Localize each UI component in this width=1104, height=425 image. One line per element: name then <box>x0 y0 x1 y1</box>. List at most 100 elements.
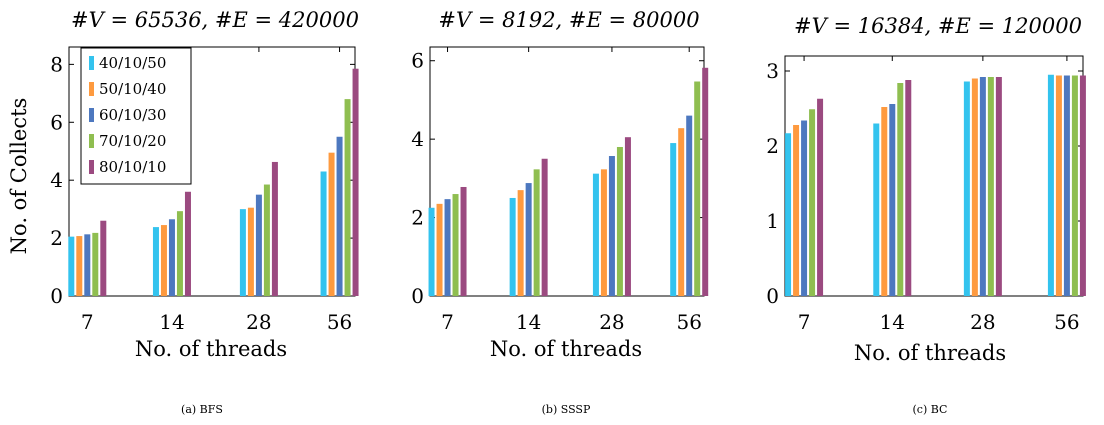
legend-swatch <box>89 160 94 174</box>
legend-box <box>80 47 192 185</box>
bar <box>271 161 278 296</box>
plot-area: 0 2 4 6 8 7 14 28 56 <box>50 46 359 334</box>
x-tick-label: 56 <box>327 310 352 334</box>
bar <box>817 98 824 296</box>
y-tick-label: 6 <box>50 110 63 134</box>
x-tick-label: 56 <box>676 310 701 334</box>
bar <box>694 81 701 297</box>
bar <box>344 99 351 297</box>
bar <box>247 207 254 296</box>
bar <box>793 125 800 296</box>
legend-swatch <box>89 82 94 96</box>
y-tick-label: 4 <box>411 127 424 151</box>
bar <box>1071 75 1078 296</box>
legend-label: 70/10/20 <box>99 132 166 150</box>
bar <box>452 194 459 296</box>
chart-panel-bc: #V = 16384, #E = 120000 0 1 2 3 7 14 28 56 No. … <box>766 14 1086 416</box>
legend-label: 60/10/30 <box>99 106 166 124</box>
bar <box>889 104 896 296</box>
bar <box>509 197 516 296</box>
bar <box>263 184 270 296</box>
bar <box>616 146 623 296</box>
legend-entry: 60/10/30 <box>89 106 166 124</box>
axis-frame <box>429 46 705 297</box>
bar <box>995 77 1002 296</box>
bar <box>68 236 75 296</box>
chart-title: #V = 16384, #E = 120000 <box>794 14 1082 38</box>
bar <box>336 136 343 296</box>
bar <box>1047 74 1054 296</box>
bar <box>873 123 880 296</box>
x-tick-label: 56 <box>1054 310 1079 334</box>
chart-panel-sssp: #V = 8192, #E = 80000 0 2 4 6 7 14 28 56 No. of… <box>411 8 709 416</box>
y-tick-label: 2 <box>766 134 779 158</box>
figure-caption: (c) BC <box>913 403 948 416</box>
y-tick-label: 6 <box>411 49 424 73</box>
bar <box>255 194 262 296</box>
bar <box>971 78 978 296</box>
bar <box>525 183 532 296</box>
bar <box>608 156 615 296</box>
bar <box>670 143 677 296</box>
bar <box>352 68 359 296</box>
legend-entry: 70/10/20 <box>89 132 166 150</box>
bar <box>428 207 435 296</box>
bar <box>686 115 693 297</box>
plot-area: 0 2 4 6 7 14 28 56 <box>411 46 709 334</box>
x-tick-label: 28 <box>599 310 624 334</box>
x-axis-label: No. of threads <box>854 341 1006 365</box>
bar <box>320 171 327 296</box>
legend-entry: 50/10/40 <box>89 80 166 98</box>
x-tick-label: 7 <box>81 310 94 334</box>
bar <box>881 107 888 296</box>
bar <box>600 169 607 296</box>
legend-label: 50/10/40 <box>99 80 166 98</box>
y-tick-label: 4 <box>50 168 63 192</box>
x-tick-label: 7 <box>798 310 811 334</box>
bar <box>176 211 183 296</box>
y-tick-label: 2 <box>411 206 424 230</box>
legend-swatch <box>89 108 94 122</box>
bar <box>624 137 631 296</box>
chart-panel-bfs: #V = 65536, #E = 420000 0 2 4 6 8 7 14 28 56 No.… <box>7 8 359 416</box>
y-tick-label: 3 <box>766 59 779 83</box>
x-tick-label: 14 <box>159 310 184 334</box>
bar <box>979 77 986 296</box>
bar <box>1063 75 1070 296</box>
bar <box>533 169 540 296</box>
bar <box>444 199 451 296</box>
legend-label: 80/10/10 <box>99 158 166 176</box>
legend: 40/10/50 50/10/40 60/10/30 70/10/20 80/1… <box>80 47 192 185</box>
bar <box>678 128 685 296</box>
x-axis-label: No. of threads <box>135 337 287 361</box>
bar <box>987 77 994 296</box>
bar <box>100 220 107 296</box>
axis-frame <box>784 55 1084 297</box>
bar <box>160 225 167 296</box>
bar <box>239 209 246 296</box>
x-axis-label: No. of threads <box>490 337 642 361</box>
bar <box>1055 75 1062 296</box>
chart-title: #V = 8192, #E = 80000 <box>438 8 699 32</box>
bar <box>702 67 709 296</box>
bar <box>1079 75 1086 296</box>
bar <box>809 109 816 296</box>
x-tick-label: 14 <box>880 310 905 334</box>
plot-area: 0 1 2 3 7 14 28 56 <box>766 55 1086 334</box>
bar <box>168 219 175 296</box>
figure-caption: (a) BFS <box>181 403 223 416</box>
x-tick-label: 28 <box>970 310 995 334</box>
bar <box>92 232 99 296</box>
bar <box>436 203 443 296</box>
bar <box>152 227 159 296</box>
bar <box>897 83 904 296</box>
legend-swatch <box>89 134 94 148</box>
y-tick-label: 0 <box>50 284 63 308</box>
bar <box>785 133 792 296</box>
bar <box>592 173 599 296</box>
bar <box>905 80 912 296</box>
bar <box>801 120 808 296</box>
bar <box>328 152 335 296</box>
y-tick-label: 0 <box>766 284 779 308</box>
